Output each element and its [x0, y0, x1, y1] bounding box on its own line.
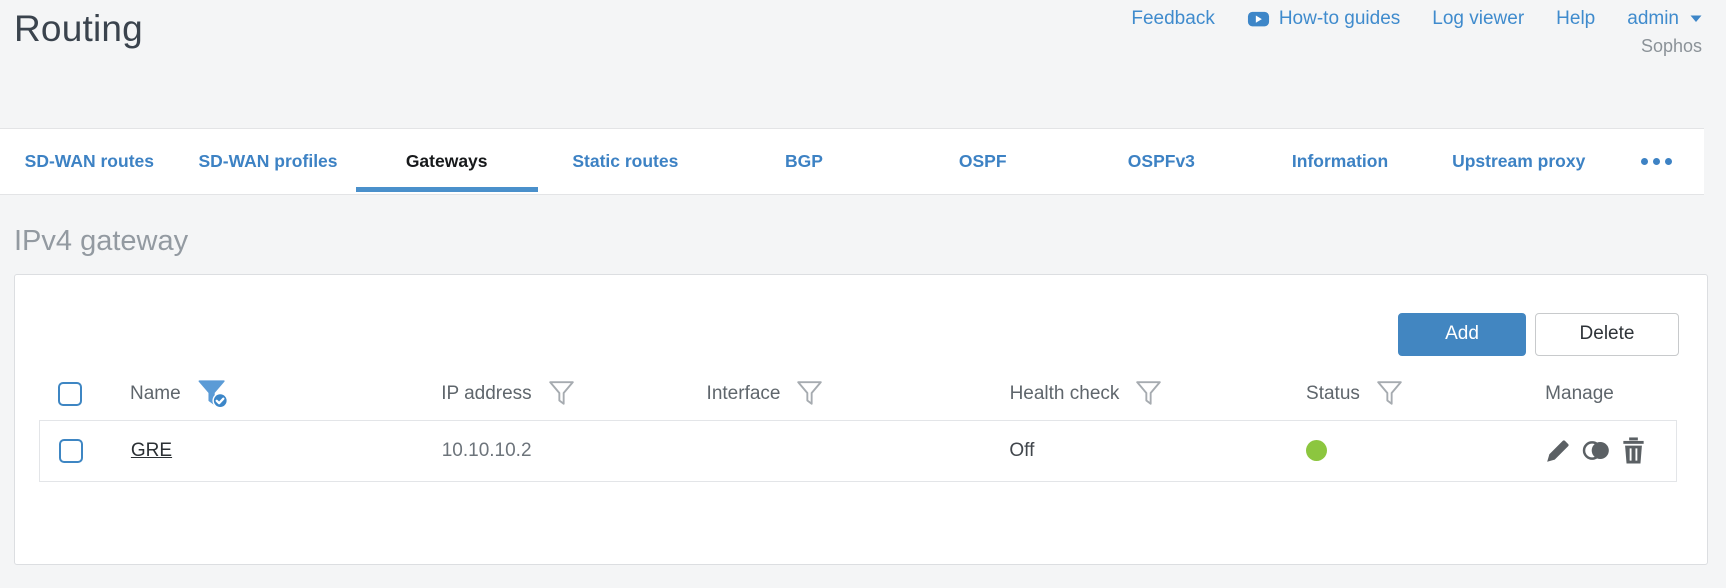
routing-tabbar: SD-WAN routes SD-WAN profiles Gateways S… — [0, 128, 1704, 195]
user-name: admin — [1627, 8, 1679, 29]
manage-actions — [1544, 436, 1647, 465]
table-row: GRE 10.10.10.2 Off — [40, 421, 1676, 481]
section-heading: IPv4 gateway — [14, 225, 189, 257]
log-viewer-link[interactable]: Log viewer — [1432, 8, 1524, 30]
ellipsis-icon — [1664, 158, 1672, 165]
video-camera-icon — [1247, 9, 1270, 29]
tab-sd-wan-routes[interactable]: SD-WAN routes — [24, 151, 154, 171]
ellipsis-icon — [1640, 158, 1648, 165]
delete-icon[interactable] — [1620, 436, 1647, 465]
tab-information[interactable]: Information — [1291, 151, 1389, 171]
help-label: Help — [1556, 8, 1596, 29]
table-body: GRE 10.10.10.2 Off — [39, 419, 1677, 482]
column-header-name: Name — [129, 382, 181, 404]
header-right: Feedback How-to guides Log viewer Help a… — [1131, 8, 1702, 128]
tab-upstream-proxy[interactable]: Upstream proxy — [1452, 151, 1586, 171]
column-header-health-check: Health check — [1009, 382, 1120, 404]
funnel-icon[interactable] — [796, 380, 823, 407]
top-nav: Feedback How-to guides Log viewer Help a… — [1131, 8, 1702, 30]
feedback-link[interactable]: Feedback — [1131, 8, 1214, 30]
tab-bgp[interactable]: BGP — [785, 151, 823, 171]
gateway-name-link[interactable]: GRE — [130, 439, 173, 461]
tab-static-routes[interactable]: Static routes — [572, 151, 679, 171]
column-header-ip-address: IP address — [441, 382, 532, 404]
clone-icon[interactable] — [1580, 436, 1613, 465]
funnel-icon[interactable] — [1376, 380, 1403, 407]
select-all-checkbox[interactable] — [58, 381, 82, 406]
funnel-icon[interactable] — [1135, 380, 1162, 407]
page-title: Routing — [14, 8, 143, 49]
gateway-health-check: Off — [1009, 439, 1035, 461]
help-link[interactable]: Help — [1556, 8, 1595, 30]
page-header: Routing Feedback How-to guides Log viewe… — [0, 0, 1726, 128]
log-viewer-label: Log viewer — [1432, 8, 1525, 29]
delete-button[interactable]: Delete — [1535, 312, 1679, 356]
ellipsis-icon — [1652, 158, 1660, 165]
tab-gateways[interactable]: Gateways — [357, 129, 536, 194]
funnel-check-icon[interactable] — [197, 379, 231, 409]
tab-sd-wan-profiles[interactable]: SD-WAN profiles — [198, 151, 338, 171]
content-area: IPv4 gateway Add Delete Name — [0, 225, 1726, 565]
howto-guides-link[interactable]: How-to guides — [1247, 8, 1400, 30]
ipv4-gateway-panel: Add Delete Name — [14, 273, 1708, 565]
tab-ospfv3[interactable]: OSPFv3 — [1127, 151, 1195, 171]
table-header-row: Name IP address — [39, 368, 1677, 420]
column-header-status: Status — [1306, 382, 1360, 404]
column-header-manage: Manage — [1545, 382, 1614, 404]
column-header-interface: Interface — [706, 382, 781, 404]
tab-ospf[interactable]: OSPF — [958, 151, 1007, 171]
gateway-ip-address: 10.10.10.2 — [441, 439, 532, 461]
chevron-down-icon — [1690, 15, 1702, 23]
howto-guides-label: How-to guides — [1278, 8, 1401, 29]
status-indicator — [1305, 440, 1327, 462]
row-checkbox[interactable] — [59, 438, 83, 463]
more-tabs-button[interactable] — [1608, 129, 1704, 194]
add-button[interactable]: Add — [1398, 312, 1526, 356]
user-menu[interactable]: admin — [1627, 8, 1702, 30]
funnel-icon[interactable] — [548, 380, 575, 407]
feedback-label: Feedback — [1131, 8, 1215, 29]
table-toolbar: Add Delete — [15, 312, 1679, 356]
edit-icon[interactable] — [1544, 436, 1573, 465]
gateway-table: Name IP address — [39, 368, 1677, 482]
brand-label: Sophos — [1640, 36, 1702, 56]
